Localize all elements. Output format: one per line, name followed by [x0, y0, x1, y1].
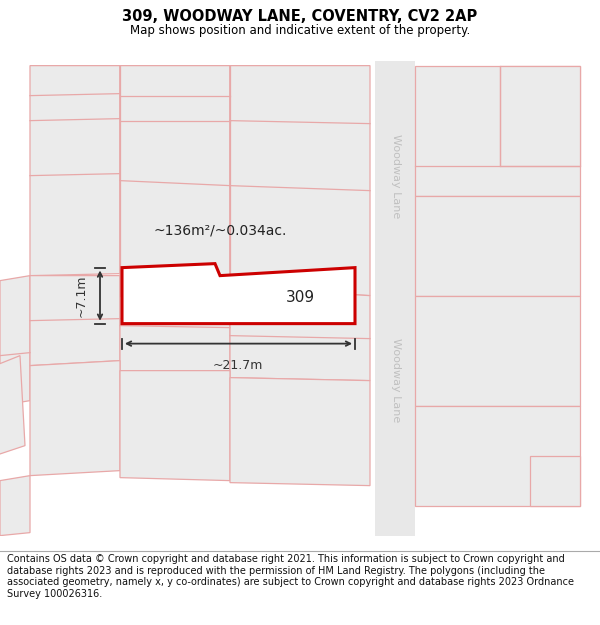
Text: 309, WOODWAY LANE, COVENTRY, CV2 2AP: 309, WOODWAY LANE, COVENTRY, CV2 2AP	[122, 9, 478, 24]
Polygon shape	[0, 356, 25, 456]
Polygon shape	[230, 378, 370, 486]
Text: ~136m²/~0.034ac.: ~136m²/~0.034ac.	[154, 224, 287, 238]
Polygon shape	[415, 196, 580, 296]
Polygon shape	[530, 456, 580, 506]
Polygon shape	[415, 66, 580, 196]
Text: Map shows position and indicative extent of the property.: Map shows position and indicative extent…	[130, 24, 470, 37]
Polygon shape	[230, 66, 370, 296]
Polygon shape	[0, 276, 30, 406]
Polygon shape	[30, 361, 120, 476]
Polygon shape	[230, 288, 370, 381]
Polygon shape	[30, 66, 120, 276]
Polygon shape	[0, 476, 30, 536]
Bar	[375, 61, 415, 536]
Polygon shape	[415, 406, 580, 506]
Text: ~21.7m: ~21.7m	[213, 359, 263, 372]
Polygon shape	[500, 66, 580, 166]
Text: Woodway Lane: Woodway Lane	[391, 339, 401, 422]
Text: Contains OS data © Crown copyright and database right 2021. This information is : Contains OS data © Crown copyright and d…	[7, 554, 574, 599]
Text: ~7.1m: ~7.1m	[75, 274, 88, 317]
Text: 309: 309	[286, 290, 314, 305]
Text: Woodway Lane: Woodway Lane	[391, 134, 401, 218]
Polygon shape	[30, 276, 120, 366]
Polygon shape	[120, 276, 230, 374]
Polygon shape	[120, 371, 230, 481]
Polygon shape	[122, 264, 355, 324]
Polygon shape	[120, 66, 230, 286]
Polygon shape	[415, 296, 580, 406]
